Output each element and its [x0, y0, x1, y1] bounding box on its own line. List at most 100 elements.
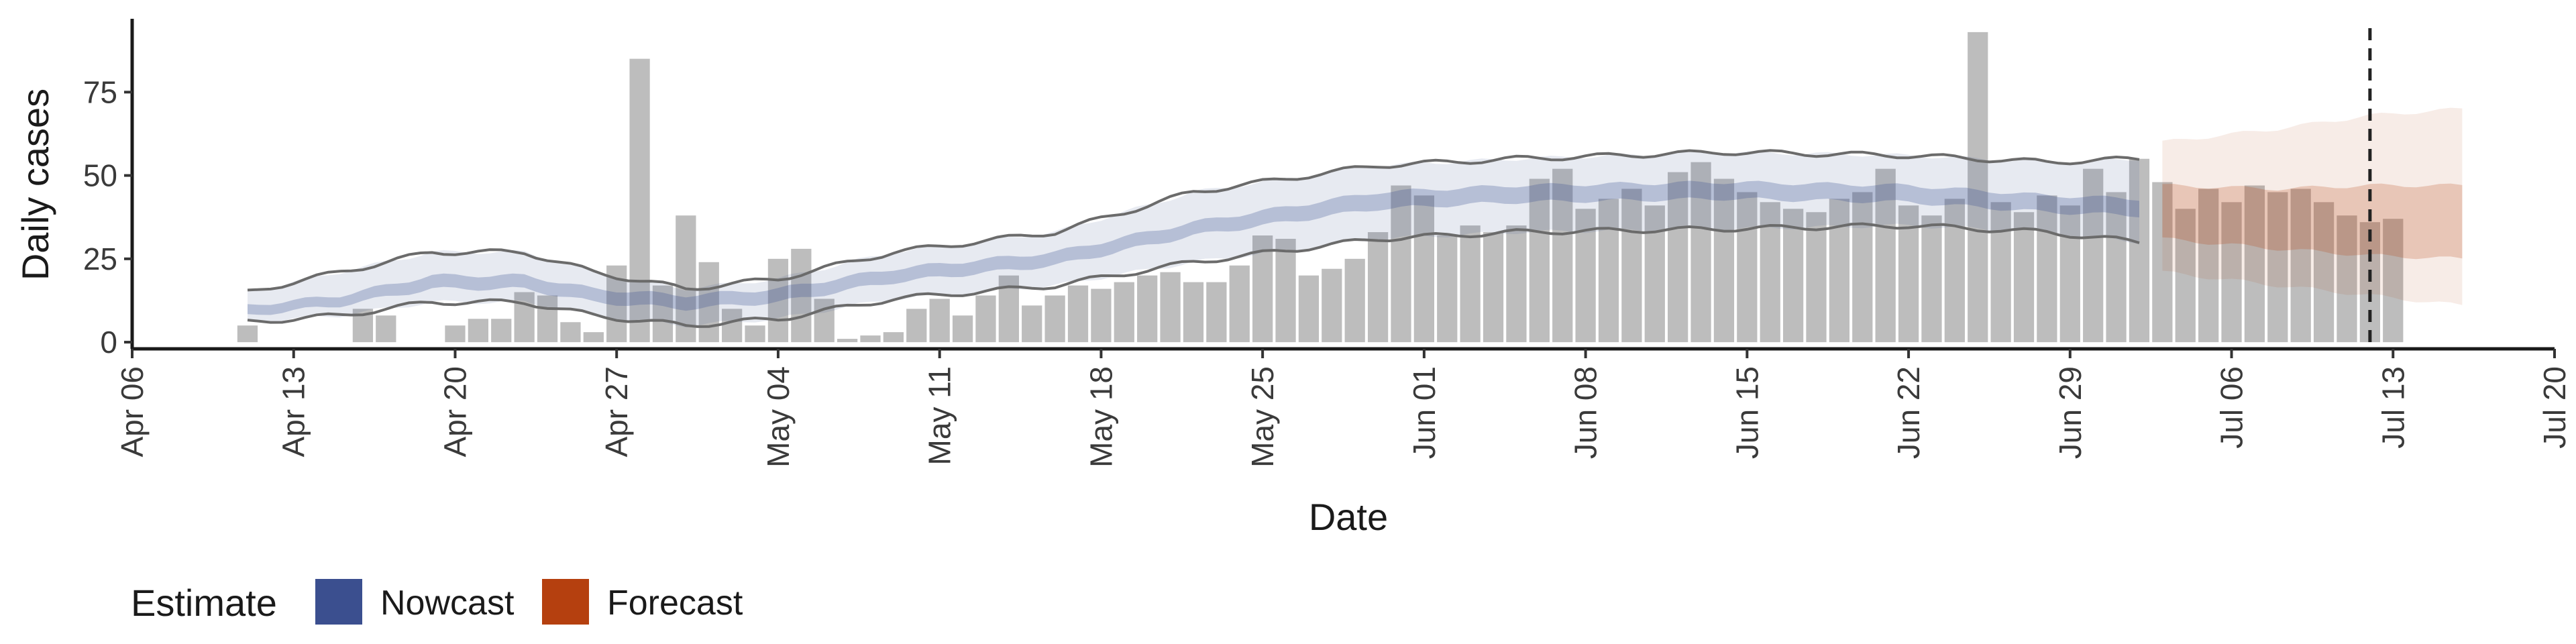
x-tick-label: Jun 08: [1568, 366, 1603, 459]
bar: [1921, 215, 1942, 343]
plot-area: [237, 28, 2463, 349]
bar: [468, 319, 488, 343]
bar: [1829, 199, 1850, 343]
x-tick-label: Jun 01: [1407, 366, 1442, 459]
bar: [1022, 305, 1042, 343]
bar: [2221, 202, 2242, 343]
x-tick-label: Apr 27: [599, 366, 634, 458]
x-tick-label: Apr 20: [438, 366, 473, 458]
y-tick-label: 25: [83, 241, 117, 276]
bar: [2083, 168, 2104, 343]
bar: [883, 332, 904, 343]
bar: [560, 322, 581, 343]
legend-label-nowcast: Nowcast: [380, 584, 515, 623]
bar: [1183, 282, 1204, 343]
bar: [2175, 209, 2196, 343]
bar: [1529, 178, 1550, 343]
nowcast-lower-line: [247, 222, 2140, 328]
bar: [837, 339, 858, 343]
bar: [1229, 265, 1250, 343]
bar: [1668, 172, 1688, 343]
bar: [1460, 225, 1481, 343]
bar: [1552, 168, 1573, 343]
x-tick-label: Jun 15: [1729, 366, 1764, 459]
legend-label-forecast: Forecast: [607, 584, 743, 623]
bar: [1437, 235, 1458, 343]
forecast-50-band: [2162, 183, 2463, 260]
bar: [652, 285, 674, 343]
bar: [445, 325, 466, 343]
bar: [1275, 239, 1296, 343]
legend-swatch-forecast: [542, 579, 589, 625]
bar: [1137, 275, 1158, 343]
bar: [376, 315, 396, 343]
bar: [1852, 192, 1873, 343]
bar: [1413, 195, 1434, 343]
bar: [1806, 212, 1827, 343]
forecast-90-band: [2162, 107, 2463, 305]
bar: [1298, 275, 1320, 343]
bar: [491, 319, 512, 343]
y-tick-label: 75: [83, 74, 117, 109]
x-tick-label: Jul 13: [2375, 366, 2410, 449]
bar: [1875, 168, 1896, 343]
bar: [514, 292, 535, 343]
x-tick-label: May 11: [922, 366, 957, 465]
legend-swatch-nowcast: [315, 579, 362, 625]
bar: [1391, 185, 1411, 343]
bar: [1114, 282, 1134, 343]
bar: [1990, 202, 2011, 343]
bar: [1968, 32, 1988, 343]
bar: [629, 58, 650, 343]
bar: [537, 295, 558, 343]
y-tick-label: 0: [100, 325, 117, 360]
bar: [1160, 272, 1181, 343]
x-axis-title: Date: [1309, 496, 1388, 538]
x-tick-label: Jul 20: [2537, 366, 2572, 449]
bar: [2037, 195, 2057, 343]
y-axis-title: Daily cases: [14, 89, 56, 280]
bar: [860, 335, 881, 343]
bar: [2152, 182, 2173, 343]
bar: [1206, 282, 1227, 343]
bar: [1737, 192, 1758, 343]
bar: [237, 325, 258, 343]
axes: 0 25 50 75 Apr 06 Apr 13 Apr 20 Apr 27 May 04 May…: [83, 19, 2572, 468]
bar: [2013, 212, 2035, 343]
nowcast-50-band: [248, 180, 2139, 315]
bar: [1621, 189, 1642, 343]
bar: [2359, 222, 2381, 343]
bar: [1322, 268, 1342, 343]
bar: [1944, 199, 1965, 343]
x-tick-label: May 25: [1245, 366, 1280, 468]
bar: [1782, 209, 1804, 343]
x-tick-label: Apr 13: [276, 366, 311, 458]
bar: [1344, 258, 1365, 343]
bar: [2244, 185, 2265, 343]
bar: [1713, 178, 1735, 343]
legend-title: Estimate: [131, 582, 277, 624]
bar: [2313, 202, 2334, 343]
bar: [676, 215, 696, 343]
bar: [1690, 162, 1711, 343]
bar: [2337, 215, 2357, 343]
bar: [906, 309, 927, 343]
x-tick-label: Apr 06: [115, 366, 150, 458]
x-tick-label: Jul 06: [2214, 366, 2249, 449]
bar: [2106, 192, 2127, 343]
bar: [1506, 225, 1527, 343]
bar: [1091, 288, 1112, 343]
x-tick-label: Jun 22: [1891, 366, 1926, 459]
bar: [2267, 192, 2288, 343]
nowcast-upper-line: [247, 149, 2140, 292]
bar: [2383, 219, 2404, 343]
bar: [583, 332, 604, 343]
x-tick-label: May 04: [761, 366, 796, 468]
bar: [767, 258, 789, 343]
legend: Estimate Nowcast Forecast: [131, 579, 743, 625]
bar: [698, 262, 719, 343]
x-tick-label: May 18: [1083, 366, 1118, 468]
nowcast-90-band: [248, 150, 2139, 328]
bar: [1598, 199, 1619, 343]
